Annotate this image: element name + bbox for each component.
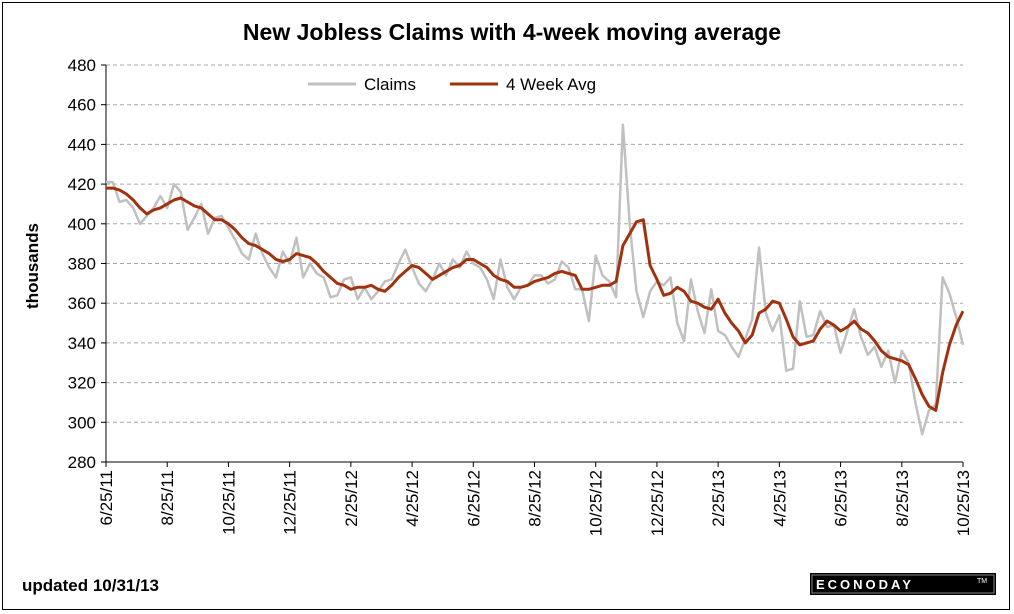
y-axis-label: thousands (23, 223, 42, 309)
y-tick-label: 340 (68, 334, 96, 353)
x-tick-label: 2/25/12 (342, 470, 361, 527)
y-tick-label: 480 (68, 56, 96, 75)
x-tick-label: 8/25/11 (158, 470, 177, 525)
series-line-claims (106, 123, 965, 436)
y-tick-label: 440 (68, 135, 96, 154)
x-tick-labels: 6/25/11 8/25/11 10/25/11 12/25/11 2/25/12 4/2… (97, 462, 973, 536)
x-tick-label: 12/25/11 (281, 470, 300, 535)
x-tick-label: 8/25/12 (526, 470, 545, 527)
legend-label-claims: Claims (364, 75, 416, 94)
y-tick-labels: 280 300 320 340 360 380 400 420 440 460 480 (68, 56, 96, 472)
y-tick-label: 460 (68, 96, 96, 115)
y-tick-label: 320 (68, 374, 96, 393)
x-tick-label: 4/25/13 (770, 470, 789, 527)
x-tick-label: 10/25/13 (954, 470, 973, 536)
logo-trademark: TM (977, 578, 987, 585)
y-tick-label: 420 (68, 175, 96, 194)
series-line-4-week-avg (106, 186, 965, 412)
x-tick-label: 6/25/13 (832, 470, 851, 527)
grid-lines (101, 64, 963, 463)
x-tick-label: 12/25/12 (648, 470, 667, 536)
x-tick-label: 2/25/13 (709, 470, 728, 527)
logo-text: ECONODAY (816, 577, 914, 592)
y-tick-label: 380 (68, 255, 96, 274)
updated-date: updated 10/31/13 (22, 576, 159, 595)
x-tick-label: 6/25/12 (464, 470, 483, 527)
y-tick-label: 360 (68, 294, 96, 313)
legend-label-4-week-avg: 4 Week Avg (506, 75, 596, 94)
y-tick-label: 300 (68, 413, 96, 432)
y-tick-label: 400 (68, 215, 96, 234)
x-tick-label: 6/25/11 (97, 470, 116, 525)
x-tick-label: 10/25/12 (587, 470, 606, 536)
x-tick-label: 4/25/12 (403, 470, 422, 527)
chart-title: New Jobless Claims with 4-week moving av… (243, 19, 781, 45)
y-tick-label: 280 (68, 453, 96, 472)
x-tick-label: 8/25/13 (893, 470, 912, 527)
x-tick-label: 10/25/11 (219, 470, 238, 535)
legend: Claims 4 Week Avg (308, 75, 596, 94)
econoday-logo: ECONODAY TM (810, 573, 996, 595)
